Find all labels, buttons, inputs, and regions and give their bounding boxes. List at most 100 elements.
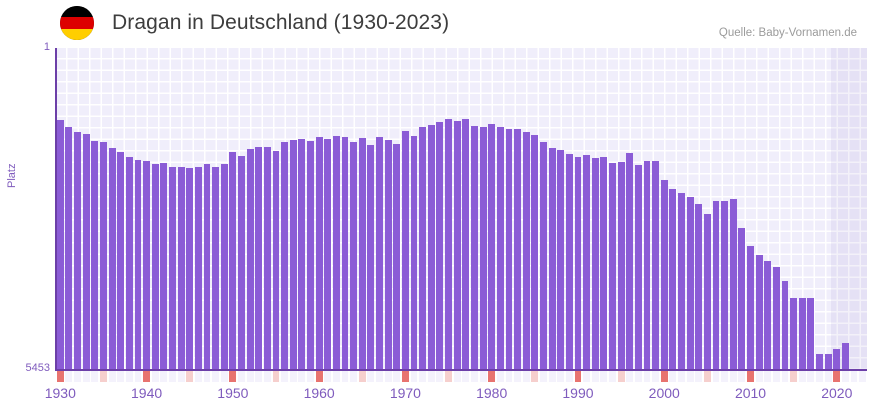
flag-band-gold [60,28,94,40]
tick-cell-year [393,371,401,382]
tick-cell-year [212,371,220,382]
bar [712,201,720,370]
bar [738,228,746,370]
tick-cell-halfdecade [272,371,280,382]
tick-cell-year [341,371,349,382]
german-flag-icon [60,6,94,40]
tick-cell-year [609,371,616,382]
bar [755,255,763,370]
bar [74,132,81,370]
tick-cell-halfdecade [358,371,366,382]
tick-cell-year [583,371,591,382]
tick-cell-halfdecade [790,371,798,382]
tick-cell-year [729,371,737,382]
tick-cell-year [557,371,565,382]
tick-cell-year [332,371,340,382]
bar [307,141,314,370]
bar [634,165,642,370]
bar [332,136,340,370]
y-axis-label-top: 1 [43,41,50,53]
bar [108,148,116,370]
bar [548,148,556,370]
bar [591,158,599,370]
bar [721,201,729,370]
bar [522,132,530,370]
tick-cell-year [134,371,142,382]
tick-cell-year [263,371,271,382]
tick-cell-decade [56,371,64,382]
x-tick-label: 2020 [821,385,853,401]
tick-cell-year [384,371,392,382]
bar [479,127,487,370]
y-axis-title: Platz [6,163,18,188]
tick-cell-year [600,371,608,382]
tick-cell-year [238,371,245,382]
bar [56,120,64,370]
bar [669,189,677,370]
bar [565,154,573,370]
bar [790,298,798,370]
tick-cell-year [686,371,694,382]
x-axis-tick-labels: 1930 1940 1950 1960 1970 1980 1990 2000 2010 2020 [0,385,873,407]
bar [358,138,366,370]
bar [65,127,73,370]
x-axis-line [55,369,867,371]
bar [151,164,159,370]
bar [324,139,332,370]
tick-cell-year [91,371,99,382]
bar [160,163,168,370]
tick-cell-year [376,371,383,382]
bar [505,129,513,370]
tick-cell-year [419,371,427,382]
bar [583,155,591,370]
tick-cell-decade [229,371,237,382]
tick-cell-halfdecade [186,371,194,382]
tick-cell-year [643,371,651,382]
tick-cell-year [324,371,332,382]
bar [514,129,522,370]
tick-cell-year [841,371,849,382]
tick-cell-halfdecade [100,371,107,382]
bar [462,119,470,370]
tick-cell-year [807,371,815,382]
tick-cell-year [367,371,375,382]
bar [807,298,815,370]
tick-cell-year [798,371,806,382]
x-tick-label: 1970 [389,385,421,401]
bar [531,135,539,370]
tick-cell-year [462,371,470,382]
x-tick-label: 2000 [648,385,680,401]
tick-cell-year [117,371,125,382]
tick-cell-year [203,371,211,382]
tick-cell-year [496,371,504,382]
bar [540,142,547,370]
tick-cell-year [514,371,522,382]
bar [488,124,496,370]
bar [143,161,151,370]
tick-cell-year [824,371,832,382]
x-axis-tick-strip [56,371,867,382]
tick-cell-year [125,371,133,382]
bar [281,142,289,370]
bar [410,136,418,370]
tick-cell-decade [143,371,151,382]
bar [186,168,194,370]
bar [350,142,358,370]
tick-cell-decade [315,371,323,382]
bar [367,145,375,370]
tick-cell-year [82,371,90,382]
tick-cell-year [298,371,306,382]
chart-title: Dragan in Deutschland (1930-2023) [112,11,450,34]
tick-cell-year [470,371,478,382]
tick-cell-year [65,371,73,382]
bar [772,267,780,370]
source-attribution: Quelle: Baby-Vornamen.de [718,27,857,39]
tick-cell-year [626,371,634,382]
bar [376,137,383,370]
tick-cell-decade [833,371,841,382]
tick-cell-year [169,371,176,382]
bar [255,147,263,370]
x-tick-label: 1930 [44,385,76,401]
tick-cell-halfdecade [703,371,711,382]
bar [436,122,444,370]
